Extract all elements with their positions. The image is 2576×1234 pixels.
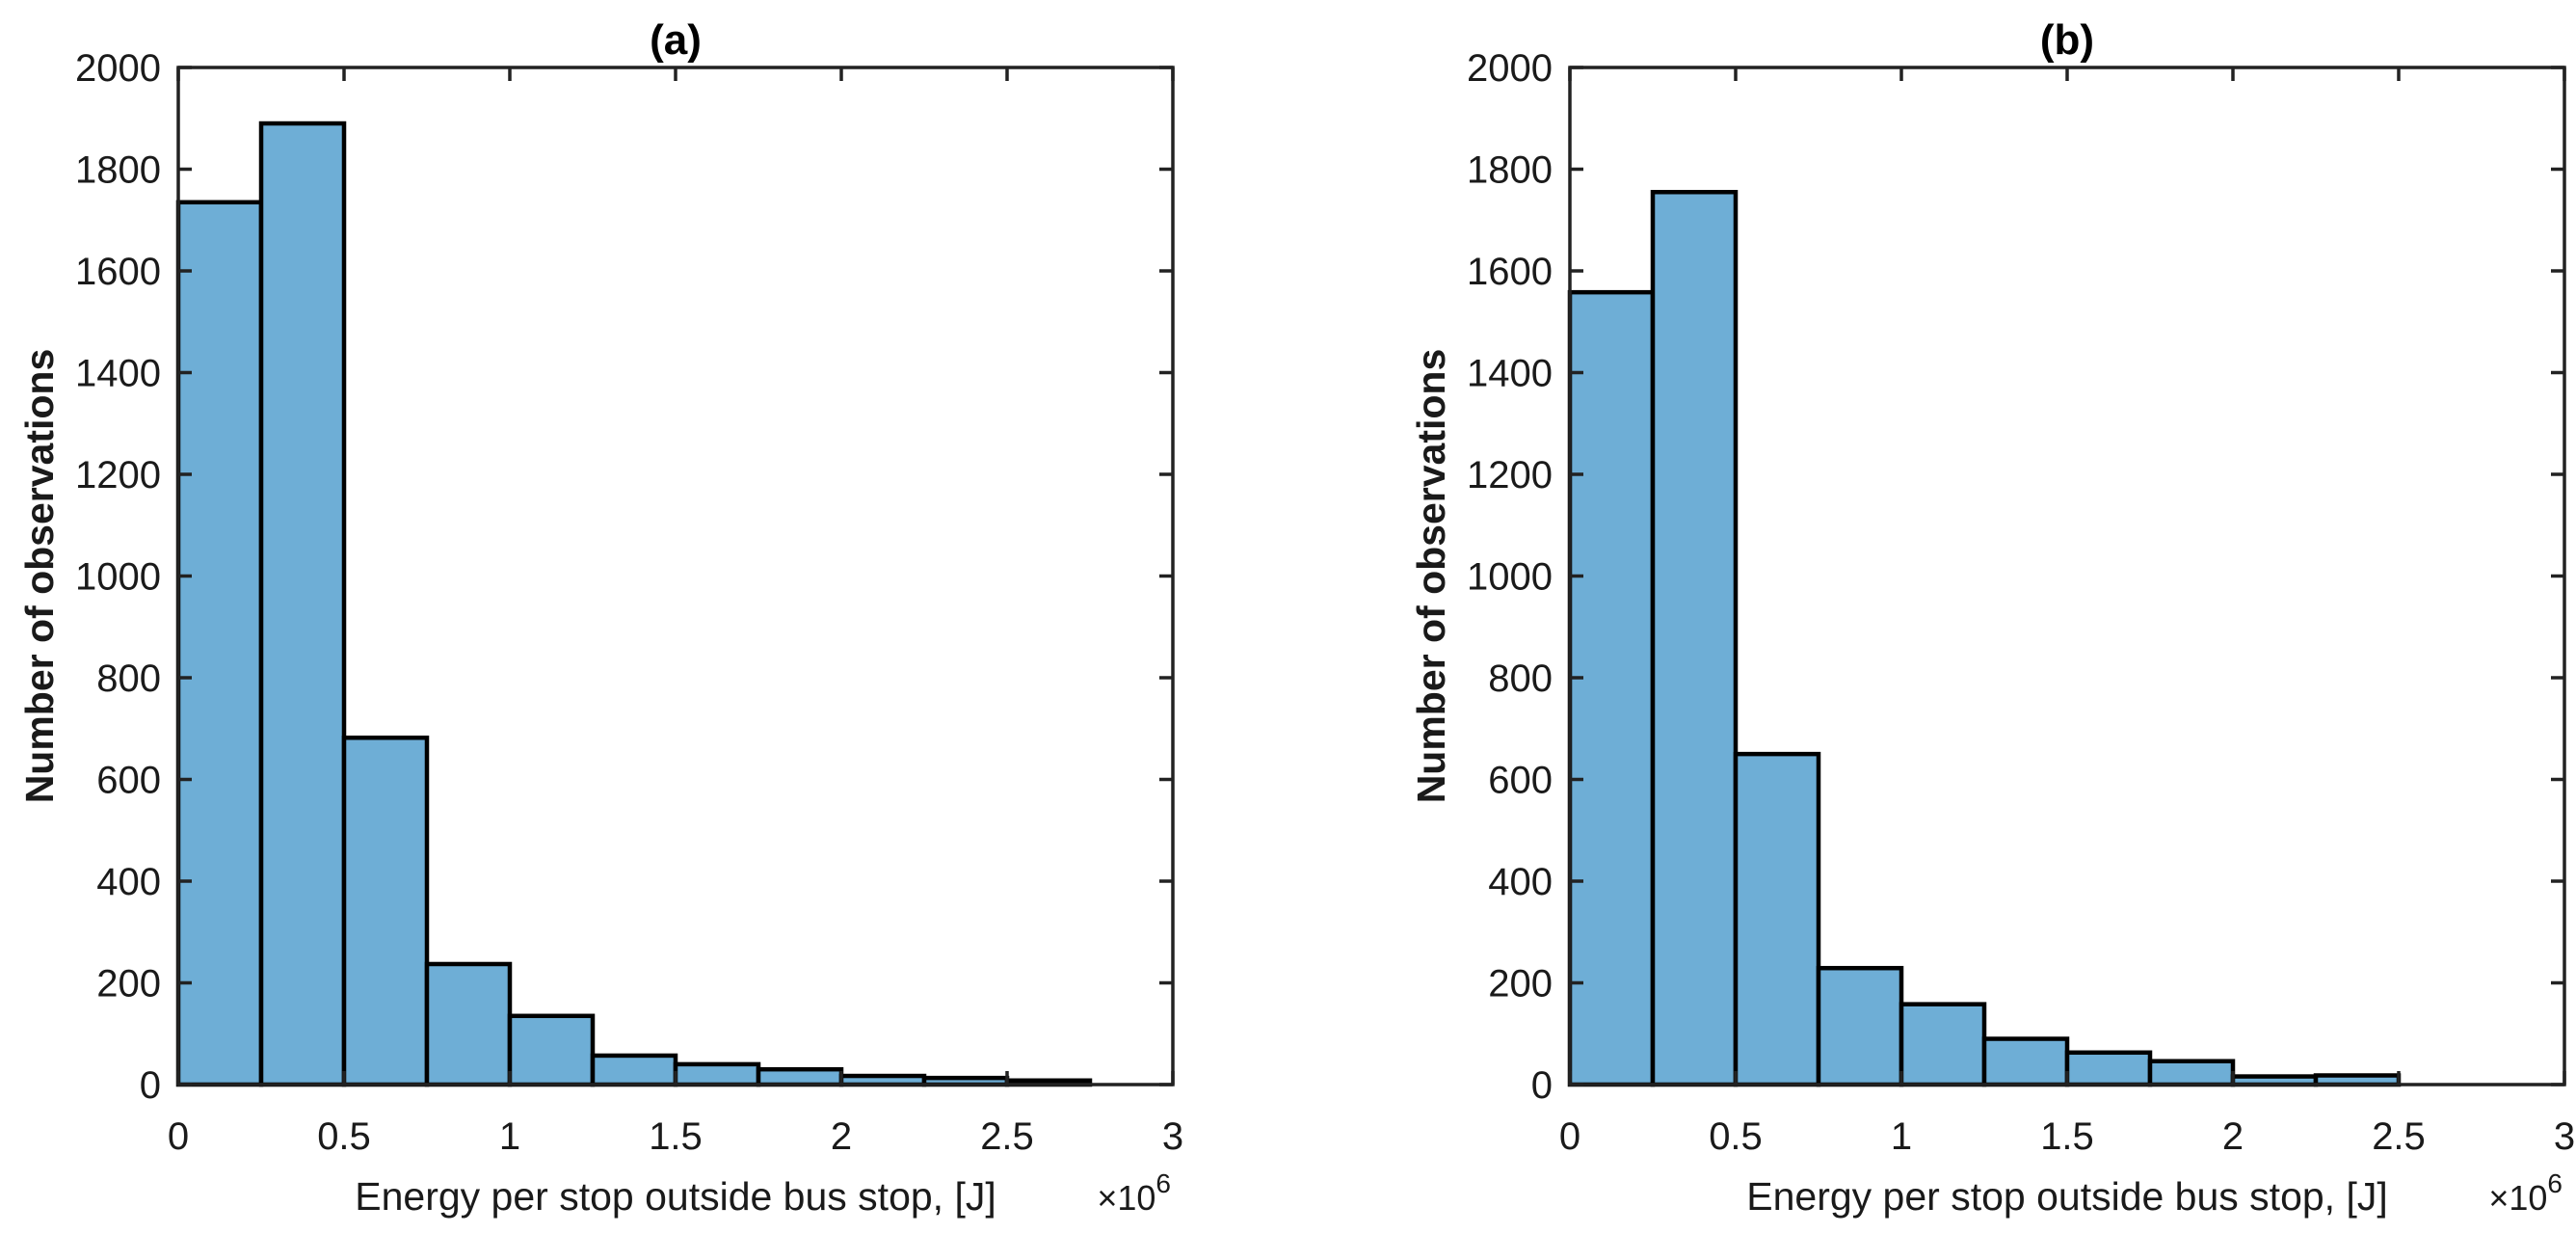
y-tick-label-b-7: 1400 xyxy=(1467,353,1553,395)
y-tick-label-a-10: 2000 xyxy=(75,47,161,90)
multiplier-exponent-b: 6 xyxy=(2547,1168,2563,1198)
y-tick-label-a-1: 200 xyxy=(96,963,161,1006)
histogram-bar-b-0 xyxy=(1567,289,1656,1087)
histogram-bar-a-0 xyxy=(175,200,264,1087)
y-tick-label-b-5: 1000 xyxy=(1467,556,1553,599)
histogram-bar-a-5 xyxy=(590,1053,678,1087)
x-tick-label-a-4: 2 xyxy=(831,1115,852,1158)
y-tick-label-a-8: 1600 xyxy=(75,251,161,293)
histogram-bar-a-1 xyxy=(258,121,347,1087)
y-axis-label-b: Number of observations xyxy=(1409,349,1453,804)
y-tick-label-b-6: 1200 xyxy=(1467,454,1553,496)
y-tick-label-b-9: 1800 xyxy=(1467,149,1553,192)
histogram-bar-b-6 xyxy=(2064,1050,2153,1087)
histogram-bar-b-3 xyxy=(1816,965,1904,1087)
histogram-bar-a-4 xyxy=(507,1013,596,1087)
x-axis-multiplier-b: ×106 xyxy=(2488,1168,2563,1218)
x-tick-label-b-0: 0 xyxy=(1559,1115,1580,1158)
panel-title-b: (b) xyxy=(2040,16,2094,64)
multiplier-base-b: ×10 xyxy=(2488,1178,2547,1218)
x-axis-label-a: Energy per stop outside bus stop, [J] xyxy=(355,1174,996,1219)
panel-title-a: (a) xyxy=(650,16,702,64)
y-tick-label-a-6: 1200 xyxy=(75,454,161,496)
histogram-bar-b-2 xyxy=(1733,751,1821,1087)
y-tick-label-a-4: 800 xyxy=(96,657,161,700)
histogram-bar-b-5 xyxy=(1981,1036,2070,1087)
x-axis-label-b: Energy per stop outside bus stop, [J] xyxy=(1746,1174,2388,1219)
y-tick-label-a-3: 600 xyxy=(96,760,161,802)
multiplier-base-a: ×10 xyxy=(1097,1178,1155,1218)
y-tick-label-b-8: 1600 xyxy=(1467,251,1553,293)
histogram-bar-b-4 xyxy=(1899,1002,1987,1087)
x-axis-multiplier-a: ×106 xyxy=(1097,1168,1171,1218)
y-tick-label-a-0: 0 xyxy=(140,1064,161,1107)
histogram-bar-a-2 xyxy=(341,735,430,1087)
multiplier-exponent-a: 6 xyxy=(1155,1168,1171,1198)
x-tick-label-a-5: 2.5 xyxy=(980,1115,1034,1158)
x-tick-label-b-1: 0.5 xyxy=(1709,1115,1763,1158)
x-tick-label-b-5: 2.5 xyxy=(2372,1115,2426,1158)
y-tick-label-a-5: 1000 xyxy=(75,556,161,599)
x-tick-label-a-3: 1.5 xyxy=(649,1115,703,1158)
x-tick-label-a-1: 0.5 xyxy=(317,1115,371,1158)
histogram-bar-b-1 xyxy=(1650,189,1739,1087)
x-tick-label-b-2: 1 xyxy=(1891,1115,1912,1158)
y-tick-label-a-7: 1400 xyxy=(75,353,161,395)
y-tick-label-b-4: 800 xyxy=(1488,657,1553,700)
y-tick-label-b-10: 2000 xyxy=(1467,47,1553,90)
y-tick-label-b-1: 200 xyxy=(1488,963,1553,1006)
y-tick-label-b-2: 400 xyxy=(1488,861,1553,903)
y-tick-label-a-9: 1800 xyxy=(75,149,161,192)
x-tick-label-a-2: 1 xyxy=(499,1115,520,1158)
histogram-bar-a-7 xyxy=(756,1066,844,1087)
x-tick-label-b-6: 3 xyxy=(2554,1115,2575,1158)
y-tick-label-b-0: 0 xyxy=(1531,1064,1553,1107)
x-tick-label-b-3: 1.5 xyxy=(2040,1115,2094,1158)
y-axis-label-a: Number of observations xyxy=(17,349,62,804)
y-tick-label-b-3: 600 xyxy=(1488,760,1553,802)
x-tick-label-a-0: 0 xyxy=(168,1115,189,1158)
histogram-bar-a-3 xyxy=(424,961,513,1087)
histogram-panel-a: 0 0.5 1 1.5 2 2.5 3 0 200 400 600 800 1000 1200 1400 16… xyxy=(17,16,1183,1219)
x-tick-label-b-4: 2 xyxy=(2222,1115,2244,1158)
x-tick-label-a-6: 3 xyxy=(1162,1115,1183,1158)
y-tick-label-a-2: 400 xyxy=(96,861,161,903)
histogram-panel-b: 0 0.5 1 1.5 2 2.5 3 0 200 400 600 800 1000 1200 1400 16… xyxy=(1409,16,2575,1219)
histogram-bar-a-6 xyxy=(673,1061,761,1087)
histogram-bar-b-7 xyxy=(2147,1059,2236,1087)
